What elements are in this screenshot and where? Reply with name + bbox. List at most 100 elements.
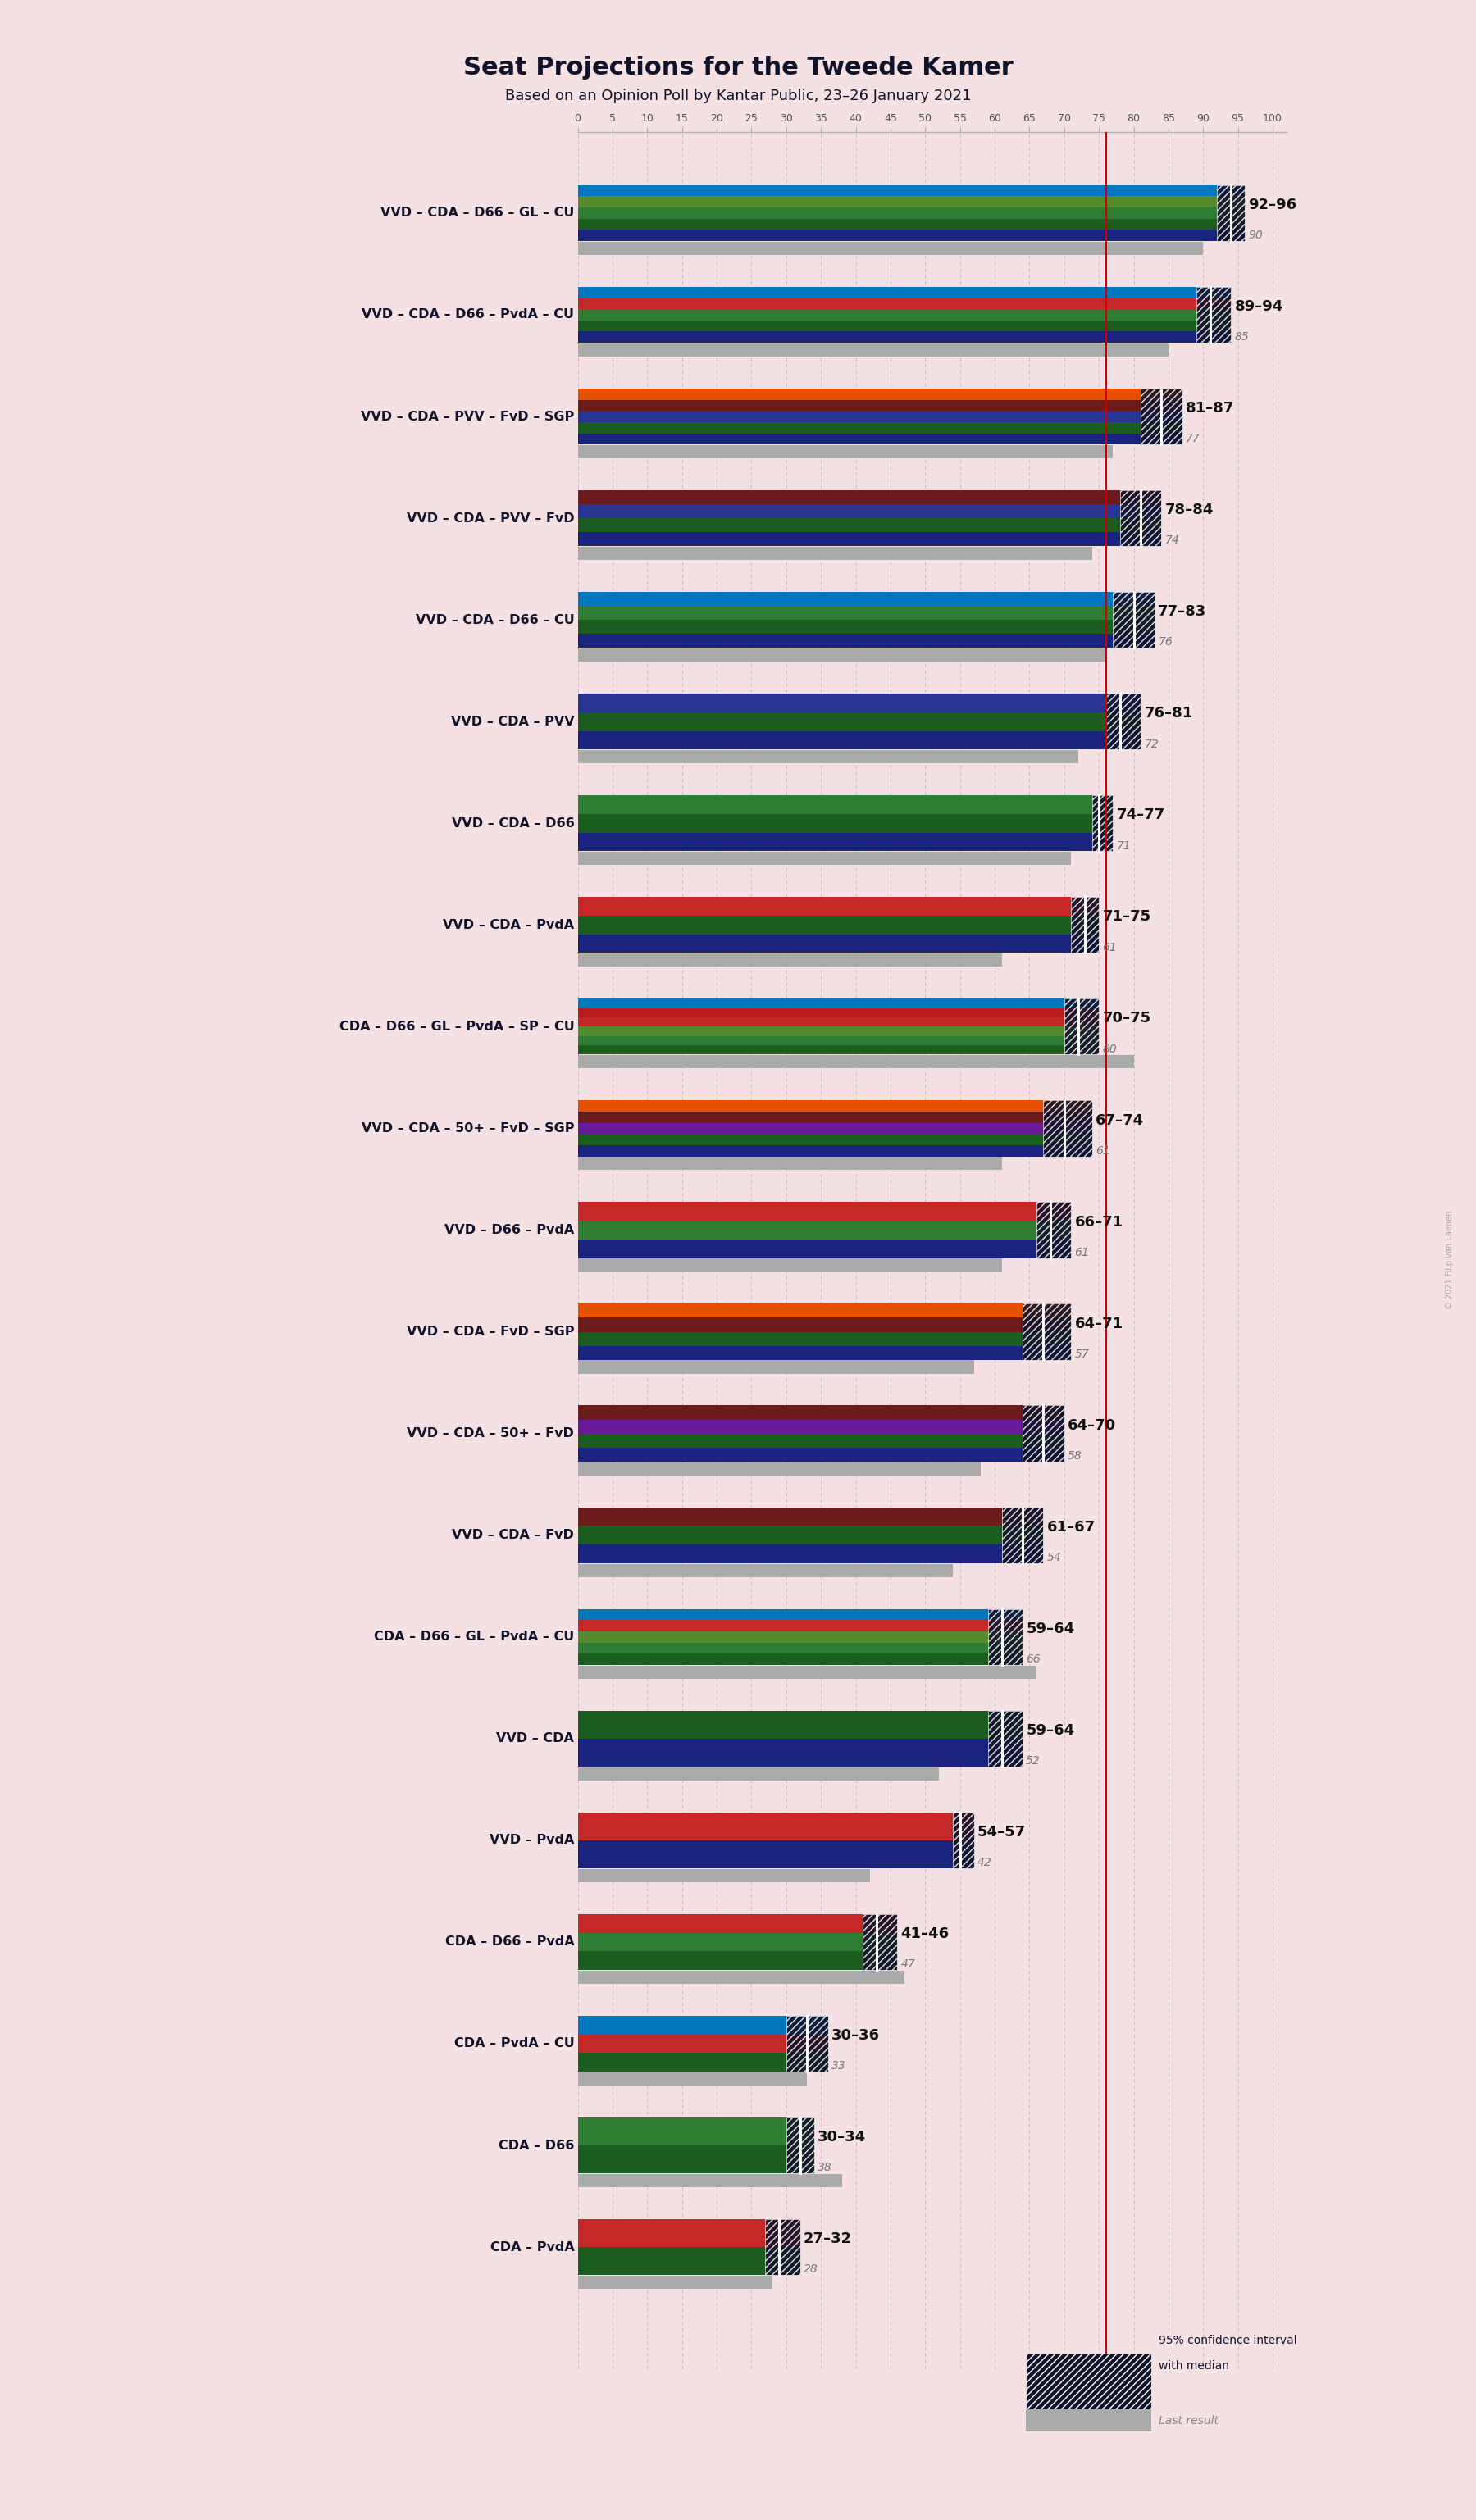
Bar <box>577 1840 974 1867</box>
Text: 61: 61 <box>1095 1144 1110 1157</box>
Text: 77: 77 <box>1185 433 1200 444</box>
Bar <box>1218 184 1244 242</box>
Text: VVD – CDA – PVV – FvD: VVD – CDA – PVV – FvD <box>406 512 574 524</box>
Bar <box>787 2117 815 2172</box>
Bar <box>577 1406 1064 1419</box>
Bar <box>577 1767 939 1782</box>
Bar <box>577 1812 974 1840</box>
Bar <box>577 1111 1092 1124</box>
Bar <box>1072 897 1100 953</box>
Bar <box>577 343 1169 358</box>
Text: CDA – D66 – GL – PvdA – CU: CDA – D66 – GL – PvdA – CU <box>373 1630 574 1643</box>
Text: 76: 76 <box>1159 638 1172 648</box>
Bar <box>577 287 1231 297</box>
Bar <box>577 446 1113 459</box>
Bar <box>577 1525 1044 1545</box>
Bar <box>577 2071 807 2087</box>
Text: 78–84: 78–84 <box>1165 501 1213 517</box>
Text: VVD – CDA – PVV: VVD – CDA – PVV <box>450 716 574 728</box>
Bar <box>577 592 1154 605</box>
Bar <box>577 504 1162 519</box>
Text: VVD – D66 – PvdA: VVD – D66 – PvdA <box>444 1225 574 1237</box>
Text: VVD – CDA – FvD – SGP: VVD – CDA – FvD – SGP <box>406 1326 574 1338</box>
Bar <box>577 635 1154 648</box>
Text: 92–96: 92–96 <box>1249 197 1297 212</box>
Bar <box>577 1711 1023 1739</box>
Bar <box>1141 388 1182 444</box>
Bar <box>577 1124 1092 1134</box>
Text: 30–36: 30–36 <box>831 2029 880 2044</box>
Bar <box>577 1630 1023 1643</box>
Bar <box>577 751 1077 764</box>
Bar <box>577 713 1141 731</box>
Bar <box>577 1144 1092 1157</box>
Text: VVD – CDA – 50+ – FvD – SGP: VVD – CDA – 50+ – FvD – SGP <box>362 1121 574 1134</box>
Bar <box>1064 998 1100 1056</box>
Text: CDA – D66: CDA – D66 <box>499 2139 574 2152</box>
Text: 89–94: 89–94 <box>1234 300 1283 315</box>
Text: VVD – CDA – PvdA: VVD – CDA – PvdA <box>443 920 574 930</box>
Bar <box>577 184 1244 197</box>
Text: VVD – CDA – D66: VVD – CDA – D66 <box>452 816 574 829</box>
Bar <box>577 605 1154 620</box>
Bar <box>577 519 1162 532</box>
Bar <box>987 1608 1023 1666</box>
Bar <box>1092 796 1113 852</box>
Bar <box>577 1933 897 1950</box>
Bar <box>577 1303 1072 1318</box>
Text: VVD – PvdA: VVD – PvdA <box>490 1835 574 1847</box>
Bar <box>577 197 1244 207</box>
Bar <box>577 814 1113 832</box>
Text: 81–87: 81–87 <box>1185 401 1234 416</box>
Bar <box>577 229 1244 242</box>
Text: with median: with median <box>1159 2359 1230 2371</box>
Bar <box>577 1870 869 1882</box>
Bar <box>577 421 1182 433</box>
Bar <box>577 547 1092 559</box>
Text: CDA – D66 – GL – PvdA – SP – CU: CDA – D66 – GL – PvdA – SP – CU <box>339 1021 574 1033</box>
Text: 74: 74 <box>1165 534 1179 547</box>
Bar <box>1044 1101 1092 1157</box>
Bar <box>577 1018 1100 1026</box>
Text: 33: 33 <box>831 2061 846 2071</box>
Text: VVD – CDA – D66 – PvdA – CU: VVD – CDA – D66 – PvdA – CU <box>362 307 574 320</box>
Bar <box>577 297 1231 310</box>
Bar <box>1196 287 1231 343</box>
Bar <box>577 388 1182 401</box>
Text: VVD – CDA – PVV – FvD – SGP: VVD – CDA – PVV – FvD – SGP <box>362 411 574 423</box>
Bar <box>577 1101 1092 1111</box>
Bar <box>577 832 1113 852</box>
Bar <box>577 693 1141 713</box>
Bar <box>577 2117 815 2145</box>
Bar <box>577 1026 1100 1036</box>
Bar <box>577 935 1100 953</box>
Bar <box>787 2016 828 2071</box>
Text: 61: 61 <box>1075 1247 1089 1257</box>
Bar <box>577 1331 1072 1346</box>
Bar <box>577 1257 1002 1273</box>
Bar <box>577 1346 1072 1361</box>
Text: 77–83: 77–83 <box>1159 605 1206 620</box>
Bar <box>1106 693 1141 748</box>
Text: 54–57: 54–57 <box>977 1824 1026 1840</box>
Bar <box>577 1915 897 1933</box>
Text: 90: 90 <box>1249 229 1263 242</box>
Text: CDA – PvdA: CDA – PvdA <box>490 2240 574 2253</box>
Bar <box>577 1950 897 1971</box>
Bar <box>577 1240 1072 1257</box>
Bar <box>577 1157 1002 1169</box>
Bar <box>1023 1303 1072 1361</box>
Text: Seat Projections for the Tweede Kamer: Seat Projections for the Tweede Kamer <box>463 55 1013 78</box>
Bar <box>577 852 1072 864</box>
Bar <box>577 1134 1092 1144</box>
Bar <box>577 1620 1023 1630</box>
Bar <box>577 1036 1100 1046</box>
Text: 28: 28 <box>803 2263 818 2276</box>
Text: CDA – PvdA – CU: CDA – PvdA – CU <box>455 2039 574 2049</box>
Text: VVD – CDA – D66 – GL – CU: VVD – CDA – D66 – GL – CU <box>381 207 574 219</box>
Text: 59–64: 59–64 <box>1026 1620 1075 1635</box>
Bar <box>577 2276 772 2288</box>
Text: 85: 85 <box>1234 333 1249 343</box>
Bar <box>577 433 1182 444</box>
Bar <box>577 1971 905 1983</box>
